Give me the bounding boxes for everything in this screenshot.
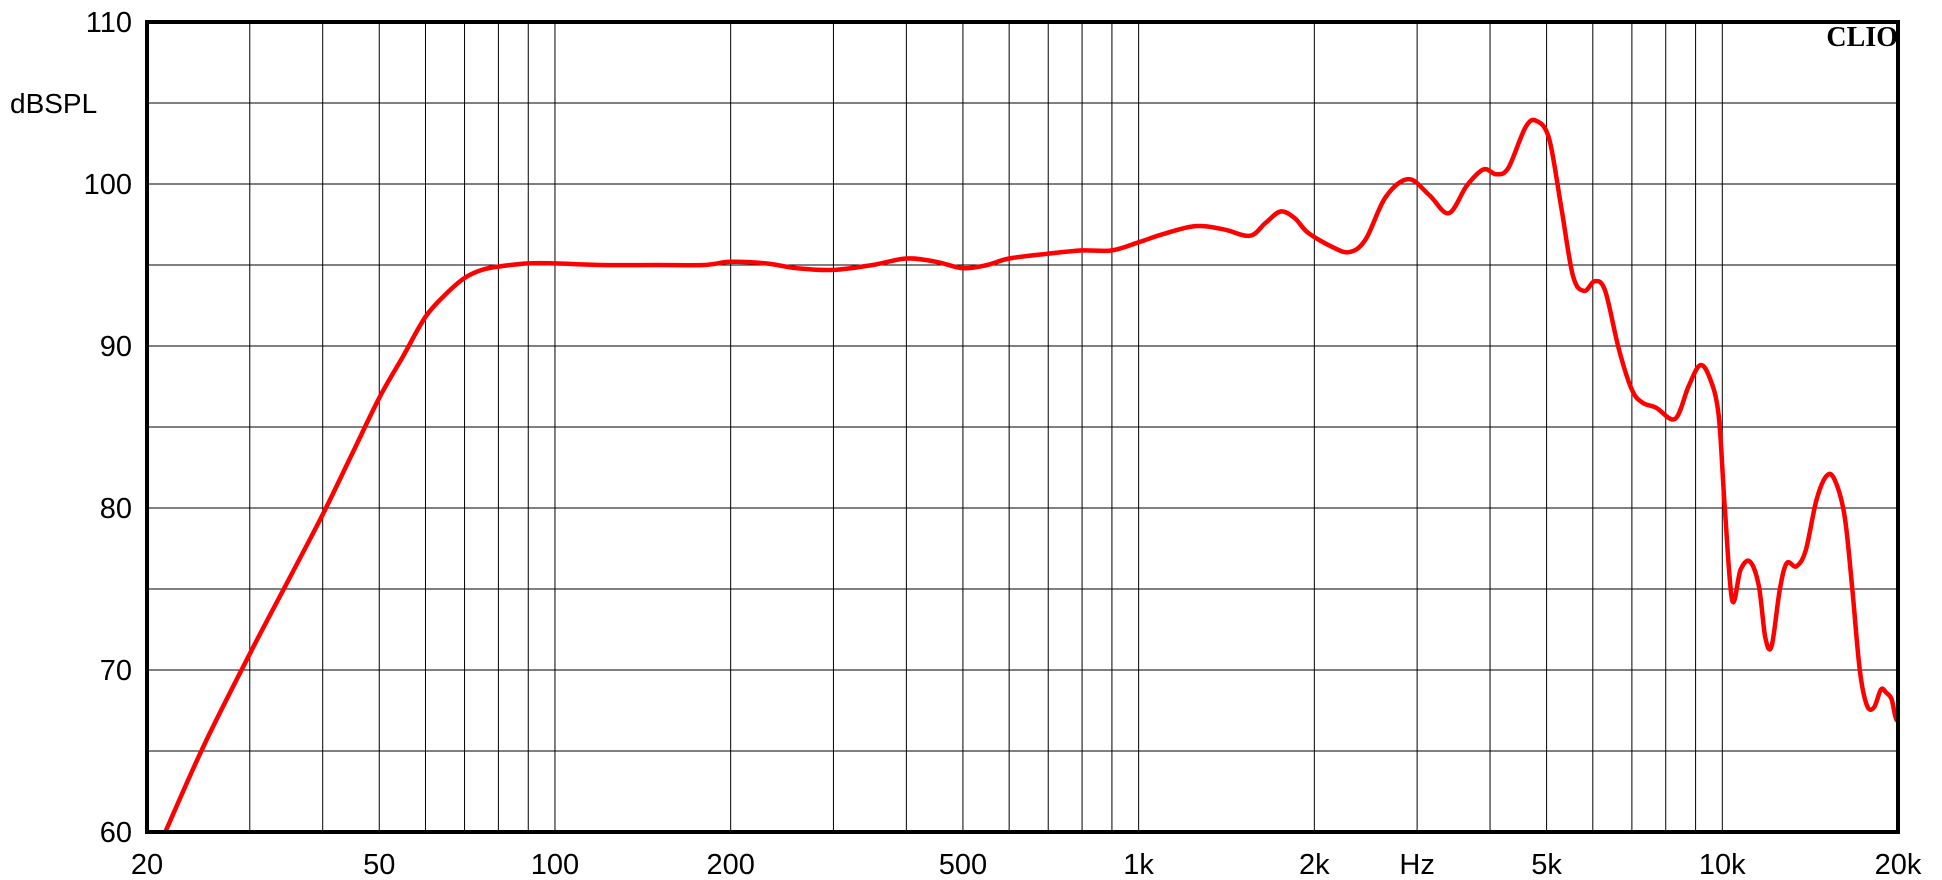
plot-series: [163, 117, 1898, 832]
x-tick-label: 50: [363, 849, 395, 880]
x-tick-label: 10k: [1699, 849, 1746, 880]
axis-labels: 20 50 100 200 500 1k 2k 5k 10k 20k 60 70 80 90 100 110 H…: [84, 7, 1922, 880]
y-tick-label: 70: [100, 655, 132, 687]
x-tick-label: 20: [131, 849, 163, 880]
x-axis-label: Hz: [1399, 849, 1434, 880]
x-tick-label: 2k: [1299, 849, 1330, 880]
x-tick-label: 200: [706, 849, 754, 880]
y-axis-label: dBSPL: [10, 88, 97, 119]
y-tick-label: 100: [84, 169, 132, 201]
x-tick-label: 100: [531, 849, 579, 880]
brand-logo-text: CLIO: [1826, 22, 1898, 53]
series-line: [163, 117, 1898, 832]
y-tick-label: 110: [86, 7, 132, 39]
grid-lines: [147, 22, 1898, 832]
y-tick-label: 80: [100, 493, 132, 525]
x-tick-label: 5k: [1531, 849, 1562, 880]
y-tick-label: 90: [100, 331, 132, 363]
x-tick-label: 20k: [1875, 849, 1922, 880]
x-tick-label: 500: [939, 849, 987, 880]
x-tick-label: 1k: [1123, 849, 1154, 880]
plot-frame: [145, 20, 1900, 834]
y-tick-label: 60: [100, 817, 132, 849]
